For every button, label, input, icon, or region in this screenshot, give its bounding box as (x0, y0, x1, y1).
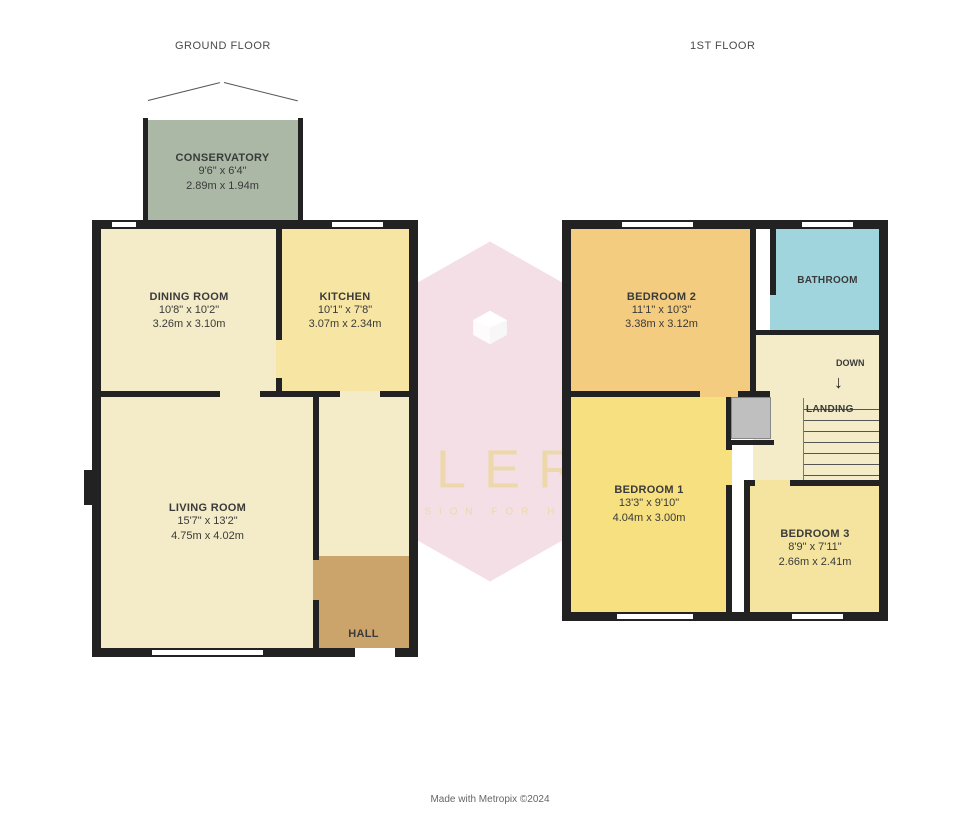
wall (570, 391, 770, 397)
wall (313, 397, 319, 652)
arrow-down-icon: ↓ (834, 372, 843, 393)
wall (562, 220, 571, 621)
room-bedroom2: BEDROOM 2 11'1" x 10'3" 3.38m x 3.12m (570, 228, 753, 394)
dims-bedroom3-imperial: 8'9" x 7'11" (788, 540, 841, 554)
wall (744, 480, 750, 615)
dims-bedroom2-metric: 3.38m x 3.12m (625, 317, 698, 331)
roof-line (148, 82, 220, 101)
dims-conservatory-imperial: 9'6" x 6'4" (198, 164, 246, 178)
wall (750, 228, 756, 394)
footer-credit: Made with Metropix ©2024 (430, 794, 549, 805)
window (790, 612, 845, 621)
dims-bedroom2-imperial: 11'1" x 10'3" (632, 303, 692, 317)
dims-bedroom1-imperial: 13'3" x 9'10" (619, 496, 679, 510)
wall (298, 118, 303, 228)
window (620, 220, 695, 229)
window (330, 220, 385, 229)
watermark-cube-icon (469, 306, 511, 348)
dims-kitchen-imperial: 10'1" x 7'8" (318, 303, 372, 317)
door-opening (220, 391, 260, 397)
title-ground-floor: GROUND FLOOR (175, 40, 271, 52)
chimney-breast (84, 470, 101, 505)
window (615, 612, 695, 621)
wall (726, 440, 774, 445)
room-bedroom1: BEDROOM 1 13'3" x 9'10" 4.04m x 3.00m (570, 397, 728, 612)
door-opening (276, 340, 282, 378)
door-opening (755, 480, 790, 486)
dims-dining-imperial: 10'8" x 10'2" (159, 303, 219, 317)
dims-living-imperial: 15'7" x 13'2" (177, 514, 237, 528)
label-hall: HALL (348, 628, 379, 640)
window (110, 220, 138, 229)
window (150, 648, 265, 657)
label-kitchen: KITCHEN (320, 291, 371, 303)
window (800, 220, 855, 229)
dims-bedroom1-metric: 4.04m x 3.00m (613, 511, 686, 525)
door-opening (770, 295, 776, 330)
door-opening (313, 560, 319, 600)
room-conservatory: CONSERVATORY 9'6" x 6'4" 2.89m x 1.94m (145, 120, 300, 225)
label-bedroom1: BEDROOM 1 (614, 484, 683, 496)
wall (879, 220, 888, 621)
dims-conservatory-metric: 2.89m x 1.94m (186, 179, 259, 193)
room-living: LIVING ROOM 15'7" x 13'2" 4.75m x 4.02m (100, 397, 315, 648)
door-opening (700, 391, 738, 397)
label-living: LIVING ROOM (169, 502, 246, 514)
label-bathroom: BATHROOM (797, 275, 858, 286)
dims-bedroom3-metric: 2.66m x 2.41m (779, 555, 852, 569)
label-bedroom2: BEDROOM 2 (627, 291, 696, 303)
room-bedroom3: BEDROOM 3 8'9" x 7'11" 2.66m x 2.41m (750, 485, 880, 612)
closet (731, 397, 771, 439)
label-dining: DINING ROOM (149, 291, 228, 303)
title-first-floor: 1ST FLOOR (690, 40, 755, 52)
wall (409, 220, 418, 657)
wall (726, 397, 731, 442)
hall-upper (318, 397, 409, 556)
label-landing: LANDING (806, 404, 854, 415)
wall (92, 220, 101, 657)
wall (143, 118, 148, 228)
label-stairs-down: DOWN (836, 358, 865, 368)
roof-line (224, 82, 298, 101)
door-opening (726, 450, 732, 485)
door-opening (340, 391, 380, 397)
room-bathroom: BATHROOM (775, 228, 880, 333)
label-conservatory: CONSERVATORY (175, 152, 269, 164)
room-kitchen: KITCHEN 10'1" x 7'8" 3.07m x 2.34m (281, 228, 409, 394)
door-opening-front (355, 648, 395, 657)
label-bedroom3: BEDROOM 3 (780, 528, 849, 540)
dims-dining-metric: 3.26m x 3.10m (153, 317, 226, 331)
room-dining: DINING ROOM 10'8" x 10'2" 3.26m x 3.10m (100, 228, 278, 394)
dims-living-metric: 4.75m x 4.02m (171, 529, 244, 543)
room-hall: HALL (318, 556, 409, 648)
dims-kitchen-metric: 3.07m x 2.34m (309, 317, 382, 331)
